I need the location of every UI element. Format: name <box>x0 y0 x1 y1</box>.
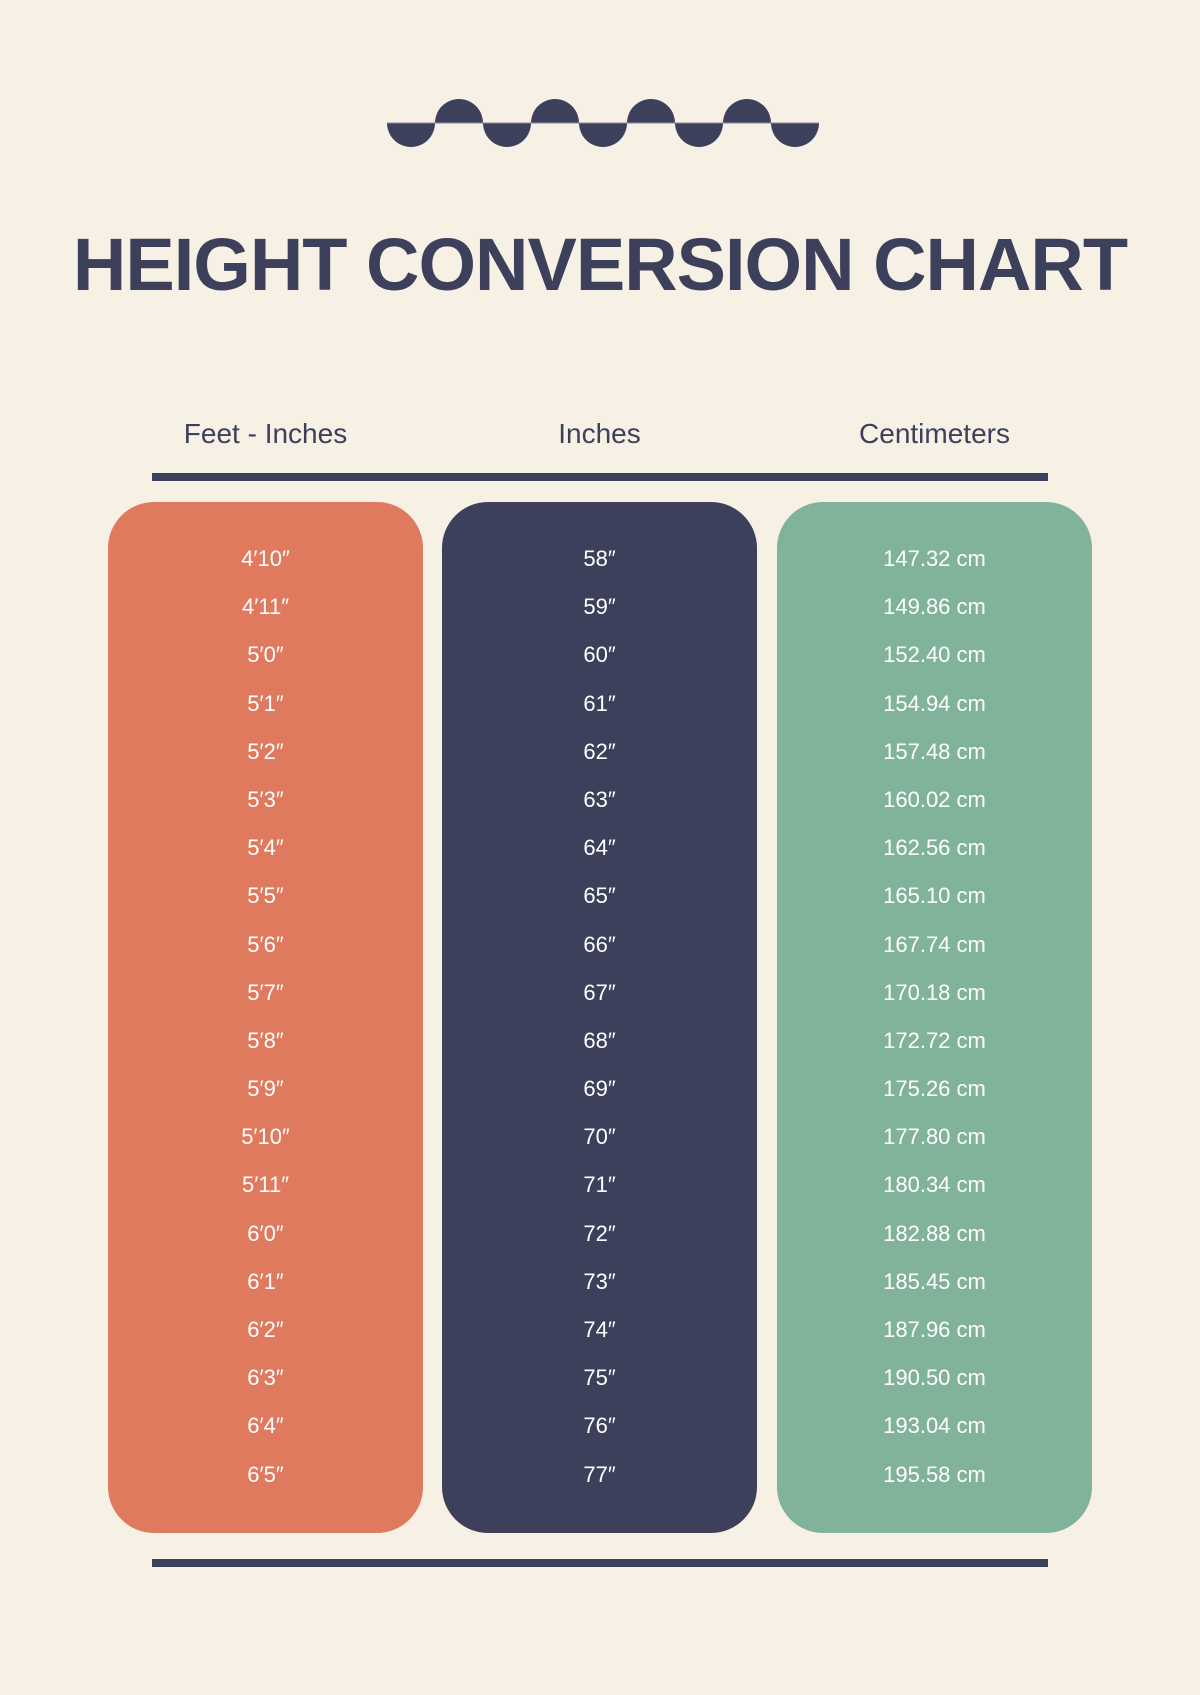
feet-inches-value: 4′10″ <box>241 546 290 571</box>
centimeters-value: 175.26 cm <box>883 1076 986 1102</box>
centimeters-value: 170.18 cm <box>883 979 986 1005</box>
feet-inches-value: 5′3″ <box>247 786 284 812</box>
centimeters-value: 147.32 cm <box>883 546 986 571</box>
inches-value: 74″ <box>583 1317 616 1342</box>
inches-value: 76″ <box>583 1413 616 1439</box>
inches-value: 71″ <box>583 1172 616 1198</box>
centimeters-column: 147.32 cm 149.86 cm 152.40 cm 154.94 cm 157.… <box>777 502 1092 1533</box>
feet-inches-value: 5′11″ <box>242 1172 289 1198</box>
feet-inches-value: 5′10″ <box>241 1124 290 1150</box>
top-divider <box>152 473 1048 481</box>
inches-value: 68″ <box>583 1027 616 1053</box>
inches-value: 65″ <box>583 883 616 909</box>
inches-value: 67″ <box>583 979 616 1005</box>
feet-inches-value: 5′4″ <box>247 835 284 861</box>
feet-inches-value: 5′2″ <box>247 738 284 764</box>
feet-inches-value: 5′9″ <box>247 1076 284 1102</box>
feet-inches-value: 5′6″ <box>247 931 284 957</box>
inches-value: 63″ <box>583 786 616 812</box>
centimeters-value: 152.40 cm <box>883 642 986 668</box>
centimeters-value: 172.72 cm <box>883 1027 986 1053</box>
feet-inches-value: 4′11″ <box>242 594 289 620</box>
feet-inches-value: 6′5″ <box>247 1461 284 1487</box>
centimeters-value: 162.56 cm <box>883 835 986 861</box>
centimeters-value: 193.04 cm <box>883 1413 986 1439</box>
feet-inches-value: 6′0″ <box>247 1220 284 1246</box>
centimeters-value: 182.88 cm <box>883 1220 986 1246</box>
centimeters-value: 187.96 cm <box>883 1317 986 1342</box>
centimeters-value: 185.45 cm <box>883 1268 986 1294</box>
feet-inches-value: 5′7″ <box>247 979 284 1005</box>
inches-value: 64″ <box>583 835 616 861</box>
inches-value: 58″ <box>583 546 616 571</box>
feet-inches-value: 5′1″ <box>247 690 284 716</box>
inches-value: 73″ <box>583 1268 616 1294</box>
header-inches: Inches <box>558 418 641 449</box>
inches-column: 58″ 59″ 60″ 61″ 62″ 63″ 64″ 65″ 66″ 67″ 68″ 69″ 70″ 7… <box>442 502 757 1533</box>
inches-value: 75″ <box>583 1365 616 1391</box>
header-feet-inches: Feet - Inches <box>183 418 348 449</box>
centimeters-value: 195.58 cm <box>883 1461 986 1487</box>
inches-value: 60″ <box>583 642 616 668</box>
feet-inches-value: 5′0″ <box>247 642 284 668</box>
wave-ornament-icon <box>387 99 819 147</box>
centimeters-value: 160.02 cm <box>883 786 986 812</box>
inches-value: 69″ <box>583 1076 616 1102</box>
inches-value: 72″ <box>583 1220 616 1246</box>
centimeters-value: 177.80 cm <box>883 1124 986 1150</box>
bottom-divider <box>152 1559 1048 1567</box>
feet-inches-value: 6′4″ <box>247 1413 284 1439</box>
inches-value: 62″ <box>583 738 616 764</box>
centimeters-value: 165.10 cm <box>883 883 986 909</box>
feet-inches-value: 6′3″ <box>247 1365 284 1391</box>
inches-value: 59″ <box>583 594 616 620</box>
centimeters-value: 157.48 cm <box>883 738 986 764</box>
centimeters-value: 167.74 cm <box>883 931 986 957</box>
inches-value: 66″ <box>583 931 616 957</box>
feet-inches-value: 6′1″ <box>247 1268 284 1294</box>
page-title: HEIGHT CONVERSION CHART <box>72 223 1128 306</box>
centimeters-value: 180.34 cm <box>883 1172 986 1198</box>
centimeters-value: 149.86 cm <box>883 594 986 620</box>
centimeters-value: 190.50 cm <box>883 1365 986 1391</box>
inches-value: 77″ <box>583 1461 616 1487</box>
feet-inches-value: 5′8″ <box>247 1027 284 1053</box>
feet-inches-value: 5′5″ <box>247 883 284 909</box>
feet-inches-column: 4′10″ 4′11″ 5′0″ 5′1″ 5′2″ 5′3″ 5′4″ 5′5″ 5′6″ 5′… <box>108 502 423 1533</box>
inches-value: 70″ <box>583 1124 616 1150</box>
centimeters-value: 154.94 cm <box>883 690 986 716</box>
header-centimeters: Centimeters <box>859 418 1010 449</box>
inches-value: 61″ <box>583 690 616 716</box>
feet-inches-value: 6′2″ <box>247 1317 284 1342</box>
